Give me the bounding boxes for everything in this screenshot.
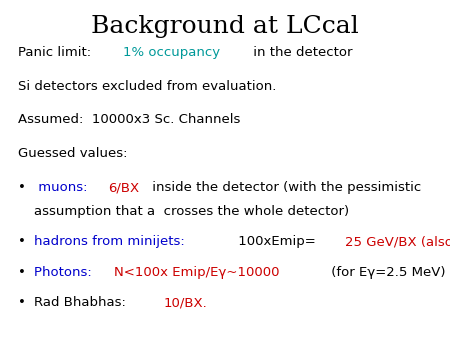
Text: 100xEmip=: 100xEmip= bbox=[234, 235, 320, 248]
Text: N<100x Emip/Eγ~10000: N<100x Emip/Eγ~10000 bbox=[114, 266, 279, 279]
Text: •: • bbox=[18, 181, 26, 194]
Text: Panic limit:: Panic limit: bbox=[18, 46, 99, 59]
Text: Rad Bhabhas:: Rad Bhabhas: bbox=[34, 296, 134, 309]
Text: Guessed values:: Guessed values: bbox=[18, 147, 127, 160]
Text: hadrons from minijets:: hadrons from minijets: bbox=[34, 235, 189, 248]
Text: 6/BX: 6/BX bbox=[108, 181, 140, 194]
Text: Si detectors excluded from evaluation.: Si detectors excluded from evaluation. bbox=[18, 80, 276, 93]
Text: Background at LCcal: Background at LCcal bbox=[91, 15, 359, 38]
Text: muons:: muons: bbox=[34, 181, 91, 194]
Text: 1% occupancy: 1% occupancy bbox=[123, 46, 220, 59]
Text: •: • bbox=[18, 266, 26, 279]
Text: (for Eγ=2.5 MeV): (for Eγ=2.5 MeV) bbox=[327, 266, 446, 279]
Text: 10/BX.: 10/BX. bbox=[163, 296, 207, 309]
Text: •: • bbox=[18, 296, 26, 309]
Text: in the detector: in the detector bbox=[249, 46, 352, 59]
Text: Photons:: Photons: bbox=[34, 266, 96, 279]
Text: •: • bbox=[18, 235, 26, 248]
Text: inside the detector (with the pessimistic: inside the detector (with the pessimisti… bbox=[148, 181, 422, 194]
Text: assumption that a  crosses the whole detector): assumption that a crosses the whole dete… bbox=[34, 205, 349, 218]
Text: 25 GeV/BX (also for n): 25 GeV/BX (also for n) bbox=[345, 235, 450, 248]
Text: Assumed:  10000x3 Sc. Channels: Assumed: 10000x3 Sc. Channels bbox=[18, 114, 240, 126]
